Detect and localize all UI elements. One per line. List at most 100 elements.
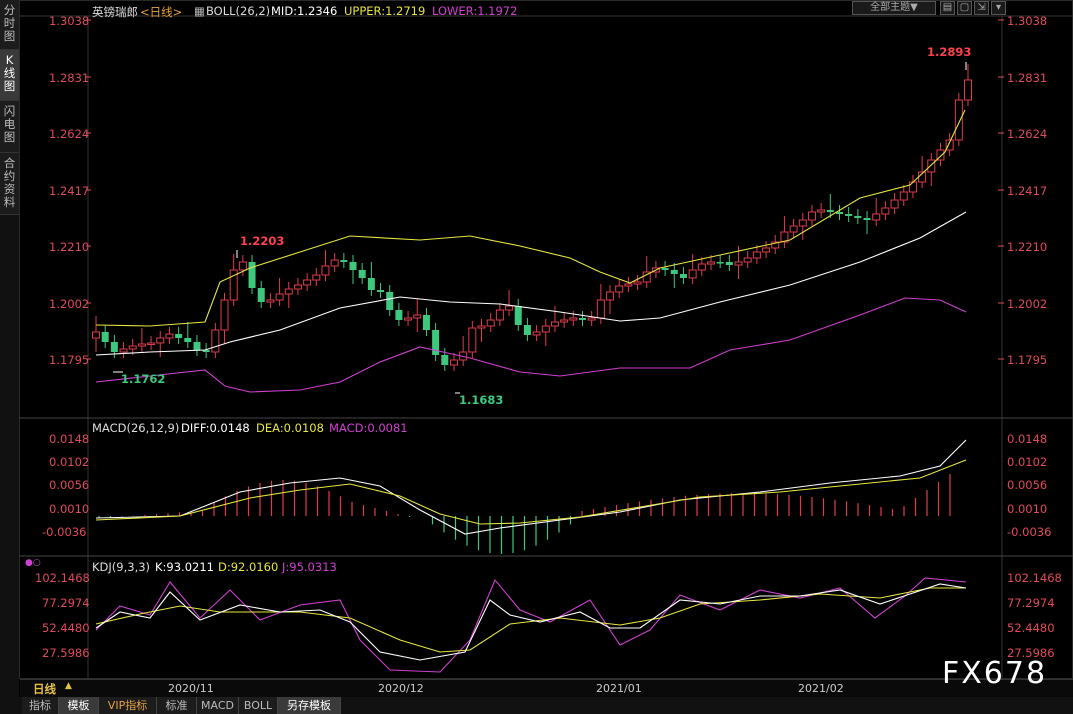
candle-body-up — [697, 263, 706, 271]
candle-body-up — [881, 207, 890, 215]
kdj-axis-label: 77.2974 — [1007, 596, 1055, 610]
candle-body-up — [229, 269, 238, 301]
candle-body-up — [606, 291, 615, 301]
time-axis-bar — [20, 679, 1073, 697]
macd-axis-left-label: 0.0056 — [49, 478, 90, 492]
time-axis-label: 2021/01 — [596, 682, 642, 695]
kdj-axis-label: 27.5986 — [1007, 646, 1055, 660]
price-axis-left-label: 1.2002 — [49, 297, 90, 311]
candle-body-up — [211, 329, 220, 353]
candle-body-up — [165, 333, 174, 339]
boll-upper-line — [95, 109, 966, 327]
candle-body-down — [863, 218, 871, 220]
period-label: <日线> — [140, 5, 183, 19]
macd-axis-left-label: -0.0036 — [42, 525, 87, 539]
tab-macd[interactable]: MACD — [197, 697, 239, 714]
chart-expand-icon[interactable]: ⇲ — [974, 1, 989, 15]
candle-body-up — [238, 261, 247, 271]
tab-templates[interactable]: 模板 — [59, 697, 99, 714]
candle-body-up — [954, 99, 963, 141]
kdj-settings-icon[interactable]: ●○ — [25, 558, 41, 568]
candle-body-down — [193, 342, 201, 350]
price-axis-right-label: 1.3038 — [1007, 14, 1048, 28]
candle-body-down — [845, 214, 853, 216]
candle-body-down — [367, 278, 375, 290]
candle-body-up — [615, 285, 624, 293]
candle-body-down — [441, 355, 449, 365]
candle-body-up — [964, 79, 972, 101]
candle-body-up — [762, 247, 771, 253]
price-axis-left-label: 1.2210 — [49, 240, 90, 254]
candle-body-down — [670, 270, 678, 274]
period-selector[interactable]: 日线 — [33, 682, 56, 696]
candle-body-up — [688, 269, 697, 279]
candle-body-down — [826, 210, 834, 212]
tab-kline[interactable]: K线图 — [0, 50, 19, 101]
tab-timeshare[interactable]: 分时图 — [0, 0, 19, 50]
kdj-d: D:92.0160 — [218, 560, 279, 574]
candle-body-down — [101, 332, 109, 342]
candle-body-down — [175, 334, 183, 338]
chart-window-icon[interactable]: ▢ — [957, 1, 972, 15]
tab-boll[interactable]: BOLL — [239, 697, 278, 714]
candle-body-down — [202, 350, 210, 352]
candle-body-down — [257, 288, 265, 302]
candle-body-up — [486, 319, 495, 327]
price-axis-left-label: 1.2831 — [49, 71, 90, 85]
candle-body-up — [321, 265, 330, 276]
tab-standard[interactable]: 标准 — [157, 697, 197, 714]
candle-body-up — [890, 199, 899, 209]
price-axis-left-label: 1.3038 — [49, 14, 90, 28]
boll-mid: MID:1.2346 — [271, 4, 338, 18]
candle-body-up — [119, 348, 128, 353]
kdj-k: K:93.0211 — [155, 560, 214, 574]
candle-body-down — [514, 306, 522, 325]
nov-peak-annotation: 1.2203 — [240, 234, 285, 248]
period-dropdown-icon[interactable]: ▲ — [65, 681, 72, 691]
candle-body-up — [92, 331, 100, 339]
boll-mid-line — [95, 211, 967, 356]
candle-body-up — [771, 241, 780, 249]
candle-body-down — [661, 268, 669, 270]
candle-body-up — [817, 209, 826, 213]
candle-body-down — [725, 262, 733, 265]
chart-settings-icon[interactable]: ▤ — [940, 1, 955, 15]
candle-body-up — [908, 181, 917, 193]
candle-body-up — [449, 359, 458, 366]
candle-body-up — [156, 337, 165, 344]
candle-body-up — [266, 299, 275, 303]
tab-save-template[interactable]: 另存模板 — [278, 697, 341, 714]
candle-body-up — [284, 288, 293, 295]
candle-body-up — [807, 211, 816, 221]
price-axis-right-label: 1.1795 — [1007, 353, 1048, 367]
candle-body-up — [413, 314, 422, 319]
tab-indicators[interactable]: 指标 — [22, 697, 59, 714]
theme-select[interactable]: 全部主题▼ — [852, 1, 936, 15]
tab-lightning[interactable]: 闪电图 — [0, 101, 19, 153]
kdj-axis-left-label: 102.1468 — [35, 571, 90, 585]
dec-low-annotation: 1.1683 — [459, 393, 504, 407]
candle-body-up — [780, 231, 789, 243]
tab-vip-indicators[interactable]: VIP指标 — [99, 697, 157, 714]
price-axis-right-label: 1.2210 — [1007, 240, 1048, 254]
price-axis-right-label: 1.2831 — [1007, 71, 1048, 85]
candle-body-up — [642, 271, 651, 283]
candle-body-down — [432, 330, 440, 355]
candle-body-up — [752, 251, 761, 259]
candle-body-up — [312, 274, 321, 281]
candle-body-down — [679, 274, 687, 278]
candle-body-down — [349, 262, 357, 270]
candle-body-up — [798, 219, 807, 227]
candle-body-up — [541, 325, 550, 333]
macd-dea-line — [95, 459, 967, 525]
chart-close-icon[interactable]: ▾ — [991, 1, 1006, 15]
kdj-k-line — [95, 583, 967, 661]
candle-body-up — [587, 317, 596, 321]
candle-body-down — [248, 262, 256, 288]
tab-contract-info[interactable]: 合约资料 — [0, 153, 19, 215]
macd-dea: DEA:0.0108 — [256, 421, 324, 435]
price-axis-left-label: 1.2417 — [49, 184, 90, 198]
time-axis-label: 2020/12 — [378, 682, 424, 695]
candle-body-up — [468, 327, 477, 353]
